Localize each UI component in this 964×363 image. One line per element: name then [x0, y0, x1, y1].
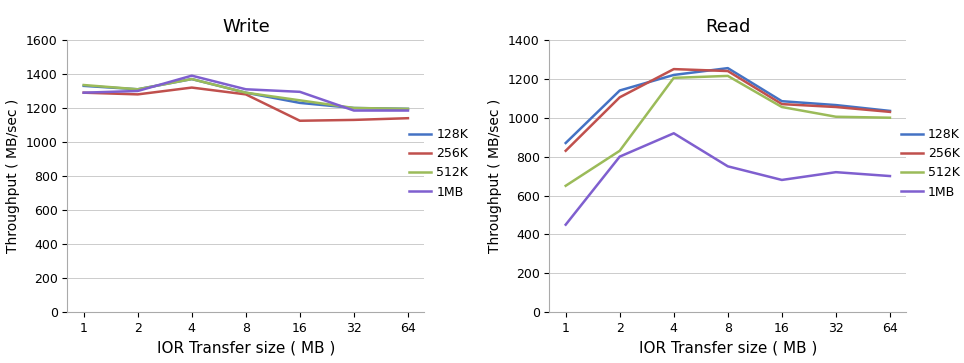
512K	[614, 148, 626, 153]
1MB	[560, 223, 572, 227]
128K	[560, 141, 572, 145]
Line: 512K: 512K	[84, 79, 408, 109]
128K	[402, 107, 414, 111]
128K	[294, 101, 306, 105]
256K	[560, 148, 572, 153]
1MB	[614, 154, 626, 159]
Legend: 128K, 256K, 512K, 1MB: 128K, 256K, 512K, 1MB	[900, 128, 960, 199]
512K	[132, 87, 144, 91]
1MB	[294, 90, 306, 94]
256K	[186, 85, 198, 90]
1MB	[402, 109, 414, 113]
256K	[776, 102, 788, 106]
256K	[132, 92, 144, 97]
512K	[830, 115, 842, 119]
512K	[776, 105, 788, 109]
256K	[722, 69, 734, 73]
128K	[884, 109, 896, 113]
256K	[402, 116, 414, 121]
128K	[776, 99, 788, 103]
Line: 1MB: 1MB	[84, 76, 408, 111]
512K	[186, 77, 198, 81]
128K	[240, 90, 252, 95]
Line: 128K: 128K	[566, 68, 890, 143]
X-axis label: IOR Transfer size ( MB ): IOR Transfer size ( MB )	[156, 340, 335, 355]
1MB	[240, 87, 252, 91]
Title: Write: Write	[222, 17, 270, 36]
Line: 1MB: 1MB	[566, 133, 890, 225]
256K	[348, 118, 360, 122]
1MB	[668, 131, 680, 135]
512K	[78, 83, 90, 87]
256K	[78, 90, 90, 95]
1MB	[830, 170, 842, 174]
512K	[402, 107, 414, 111]
1MB	[132, 89, 144, 93]
256K	[294, 119, 306, 123]
512K	[294, 98, 306, 102]
128K	[668, 73, 680, 77]
1MB	[78, 90, 90, 95]
Line: 256K: 256K	[566, 69, 890, 151]
1MB	[722, 164, 734, 168]
1MB	[776, 178, 788, 182]
Y-axis label: Throughput ( MB/sec ): Throughput ( MB/sec )	[7, 99, 20, 253]
Y-axis label: Throughput ( MB/sec ): Throughput ( MB/sec )	[489, 99, 502, 253]
512K	[668, 76, 680, 80]
Title: Read: Read	[705, 17, 751, 36]
512K	[240, 90, 252, 95]
Line: 512K: 512K	[566, 76, 890, 186]
128K	[830, 103, 842, 107]
256K	[240, 92, 252, 97]
256K	[614, 95, 626, 99]
128K	[78, 84, 90, 88]
X-axis label: IOR Transfer size ( MB ): IOR Transfer size ( MB )	[638, 340, 817, 355]
256K	[884, 110, 896, 114]
Line: 128K: 128K	[84, 79, 408, 109]
256K	[668, 67, 680, 71]
128K	[132, 87, 144, 91]
512K	[884, 115, 896, 120]
128K	[614, 88, 626, 93]
Line: 256K: 256K	[84, 87, 408, 121]
1MB	[186, 73, 198, 78]
128K	[722, 66, 734, 70]
1MB	[348, 109, 360, 113]
512K	[722, 74, 734, 78]
256K	[830, 105, 842, 109]
128K	[186, 77, 198, 81]
512K	[560, 184, 572, 188]
128K	[348, 106, 360, 110]
1MB	[884, 174, 896, 178]
Legend: 128K, 256K, 512K, 1MB: 128K, 256K, 512K, 1MB	[409, 128, 469, 199]
512K	[348, 106, 360, 110]
